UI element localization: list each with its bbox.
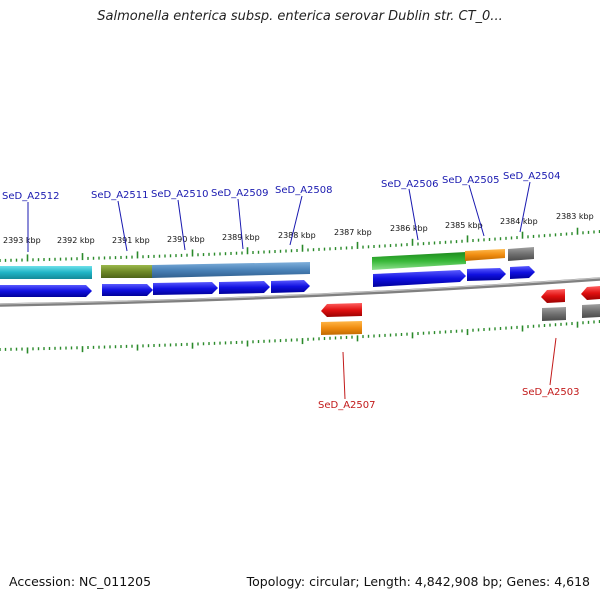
cds-arrow-forward[interactable] <box>467 268 506 281</box>
tick-label: 2393 kbp <box>3 236 41 245</box>
accession-label: Accession: NC_011205 <box>9 574 152 589</box>
cds-arrow-forward[interactable] <box>0 285 92 297</box>
map-title: Salmonella enterica subsp. enterica sero… <box>97 9 503 24</box>
tick-label: 2385 kbp <box>445 221 483 230</box>
cds-arrow-forward[interactable] <box>510 266 535 279</box>
feature-track-upper <box>0 247 534 279</box>
cds-arrow-forward[interactable] <box>219 281 270 294</box>
gene-label[interactable]: SeD_A2512 <box>2 191 60 202</box>
gene-label[interactable]: SeD_A2506 <box>381 179 439 190</box>
tick-label: 2387 kbp <box>334 228 372 237</box>
genome-backbone-highlight <box>0 277 600 305</box>
gene-label[interactable]: SeD_A2509 <box>211 188 269 199</box>
orange-feature-lower[interactable] <box>321 321 362 335</box>
gray-feature[interactable] <box>508 247 534 261</box>
cds-arrow-forward[interactable] <box>102 284 153 296</box>
forward-cds-track <box>0 266 535 297</box>
orange-feature[interactable] <box>465 249 505 261</box>
gene-label[interactable]: SeD_A2507 <box>318 400 376 411</box>
cds-arrow-reverse[interactable] <box>321 303 362 317</box>
cds-arrow-reverse[interactable] <box>581 286 600 300</box>
tick-label: 2388 kbp <box>278 231 316 240</box>
gene-leaders-bottom <box>342 337 557 400</box>
tick-label: 2390 kbp <box>167 235 205 244</box>
upper-tick-row <box>0 227 600 262</box>
steel-feature[interactable] <box>152 262 310 278</box>
gene-label[interactable]: SeD_A2504 <box>503 171 561 182</box>
gray-feature-lower[interactable] <box>582 304 600 318</box>
tick-label: 2384 kbp <box>500 217 538 226</box>
cds-arrow-forward[interactable] <box>373 270 466 287</box>
gene-label[interactable]: SeD_A2503 <box>522 387 580 398</box>
genome-summary: Topology: circular; Length: 4,842,908 bp… <box>246 574 590 589</box>
tick-label: 2386 kbp <box>390 224 428 233</box>
reverse-cds-track <box>321 286 600 335</box>
cds-arrow-reverse[interactable] <box>541 289 565 303</box>
gene-label[interactable]: SeD_A2511 <box>91 190 149 201</box>
gene-leaders-top <box>27 181 531 252</box>
lower-tick-row <box>0 320 600 354</box>
tick-label: 2391 kbp <box>112 236 150 245</box>
cds-arrow-forward[interactable] <box>153 282 218 295</box>
gene-label[interactable]: SeD_A2505 <box>442 175 500 186</box>
tick-label: 2389 kbp <box>222 233 260 242</box>
gene-label[interactable]: SeD_A2510 <box>151 189 209 200</box>
tick-label: 2392 kbp <box>57 236 95 245</box>
tick-label: 2383 kbp <box>556 212 594 221</box>
olive-feature[interactable] <box>101 265 153 278</box>
gene-label[interactable]: SeD_A2508 <box>275 185 333 196</box>
green-feature[interactable] <box>372 252 466 270</box>
genome-backbone <box>0 277 600 307</box>
gray-feature-lower[interactable] <box>542 307 566 321</box>
cyan-feature[interactable] <box>0 266 92 279</box>
cds-arrow-forward[interactable] <box>271 280 310 293</box>
